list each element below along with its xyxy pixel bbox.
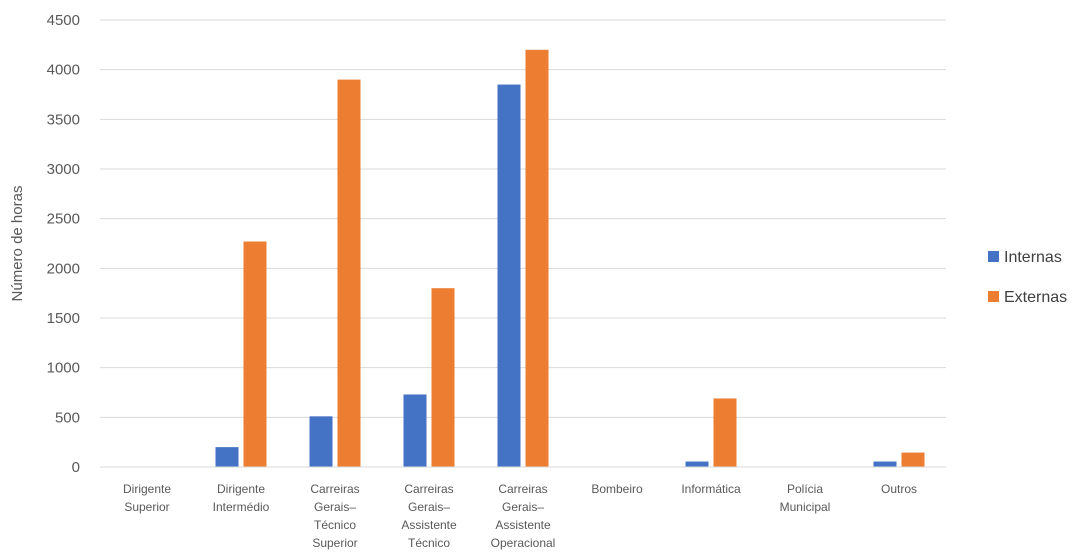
bar-internas — [873, 461, 897, 467]
x-category-label: Carreiras Gerais– Técnico Superior — [310, 482, 359, 550]
bar-externas — [525, 49, 549, 468]
y-axis-ticks: 0 500 1000 1500 2000 2500 3000 3500 4000 4500 — [47, 12, 80, 476]
bar-externas — [901, 452, 925, 467]
x-category-label: Dirigente Superior — [123, 482, 171, 514]
y-tick-label: 2000 — [47, 260, 80, 277]
bar-externas — [243, 241, 267, 467]
legend-swatch-externas — [988, 291, 999, 302]
y-tick-label: 1000 — [47, 360, 80, 377]
x-category-label: Dirigente Intermédio — [213, 482, 270, 514]
bar-internas — [685, 461, 709, 467]
x-category-label: Bombeiro — [591, 482, 643, 496]
x-category-label: Carreiras Gerais– Assistente Técnico — [401, 482, 457, 550]
x-category-label: Informática — [681, 482, 741, 496]
bar-externas — [713, 398, 737, 467]
y-axis-label: Número de horas — [9, 186, 26, 302]
y-tick-label: 3000 — [47, 161, 80, 178]
legend: Internas Externas — [988, 249, 1067, 306]
x-category-label: Carreiras Gerais– Assistente Operacional — [491, 482, 556, 550]
legend-label-internas: Internas — [1004, 249, 1062, 266]
legend-label-externas: Externas — [1004, 289, 1067, 306]
bar-internas — [215, 447, 239, 467]
gridlines — [100, 19, 946, 418]
x-category-label: Polícia Municipal — [780, 482, 831, 514]
legend-swatch-internas — [988, 251, 999, 262]
bar-internas — [309, 416, 333, 467]
bar-internas — [497, 84, 521, 468]
bar-internas — [403, 394, 427, 467]
x-axis-categories: Dirigente Superior Dirigente Intermédio Carr… — [123, 482, 917, 550]
y-tick-label: 4500 — [47, 12, 80, 29]
y-tick-label: 1500 — [47, 310, 80, 327]
y-tick-label: 3500 — [47, 111, 80, 128]
bars — [215, 49, 925, 468]
x-category-label: Outros — [881, 482, 917, 496]
y-tick-label: 2500 — [47, 211, 80, 228]
y-tick-label: 0 — [72, 459, 80, 476]
y-tick-label: 500 — [55, 409, 80, 426]
y-tick-label: 4000 — [47, 62, 80, 79]
bar-externas — [337, 79, 361, 467]
bar-externas — [431, 288, 455, 467]
